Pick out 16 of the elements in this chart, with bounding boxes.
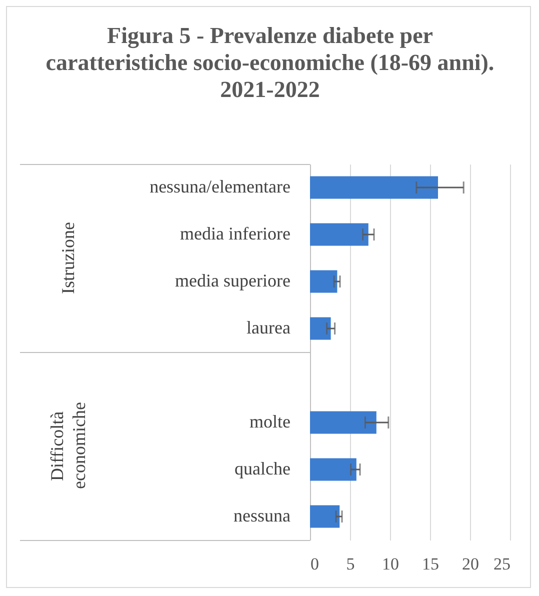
x-tick-label: 25 bbox=[494, 554, 510, 574]
x-tick-label: 5 bbox=[346, 554, 355, 574]
x-tick-label: 10 bbox=[382, 554, 399, 574]
y-tick-label: nessuna/elementare bbox=[150, 176, 291, 196]
y-tick-label: media inferiore bbox=[180, 224, 290, 244]
y-tick-label: molte bbox=[250, 412, 291, 432]
y-tick-label: laurea bbox=[246, 318, 291, 338]
x-tick-label: 15 bbox=[422, 554, 439, 574]
chart-title: Figura 5 - Prevalenze diabete per caratteristiche socio-economiche (18-69 anni). 2021-2022 bbox=[44, 22, 496, 103]
y-tick-label: nessuna bbox=[234, 506, 290, 526]
y-tick-label: media superiore bbox=[175, 270, 291, 290]
text: Istruzione bbox=[57, 222, 79, 294]
x-tick-label: 20 bbox=[462, 554, 479, 574]
text: Difficoltà economiche bbox=[46, 402, 90, 492]
x-tick-label: 0 bbox=[310, 554, 319, 574]
y-tick-label: qualche bbox=[234, 458, 291, 478]
